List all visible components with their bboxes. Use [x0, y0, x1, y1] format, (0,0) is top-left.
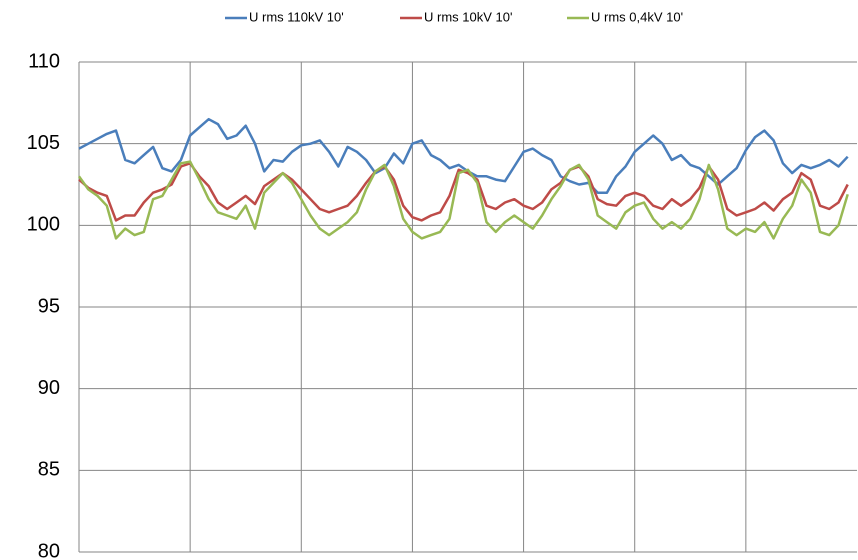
y-tick-label: 90 [38, 377, 60, 399]
legend-label: U rms 10kV 10' [424, 9, 512, 24]
y-tick-label: 110 [28, 50, 60, 72]
legend-label: U rms 0,4kV 10' [591, 9, 683, 24]
y-tick-label: 105 [27, 132, 60, 154]
series-line [78, 117, 849, 194]
y-tick-label: 95 [38, 295, 60, 317]
series-line [77, 160, 849, 240]
legend-label: U rms 110kV 10' [249, 9, 344, 24]
y-tick-label: 85 [38, 459, 60, 481]
y-tick-label: 80 [38, 540, 60, 560]
y-tick-label: 100 [27, 214, 60, 236]
